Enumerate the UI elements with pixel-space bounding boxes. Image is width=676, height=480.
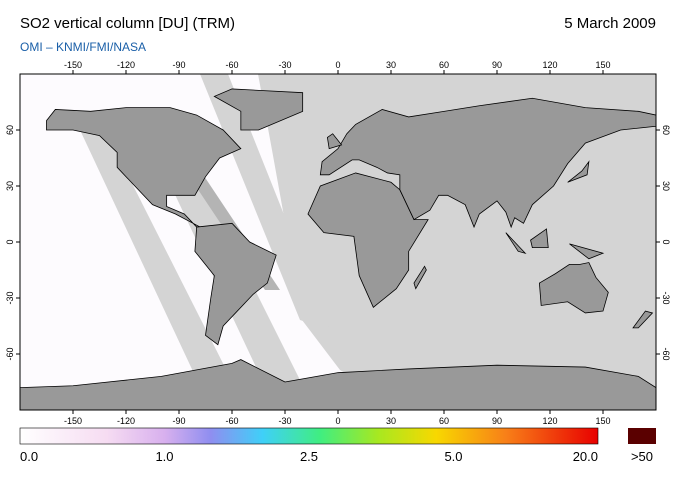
- lon-tick-label: 60: [439, 416, 449, 426]
- lat-tick-label: 30: [661, 181, 671, 191]
- colorbar-label: 2.5: [300, 449, 318, 464]
- continent: [413, 265, 427, 290]
- lat-tick-label: -60: [5, 347, 15, 360]
- continent: [567, 160, 590, 183]
- lat-tick-label: -30: [5, 291, 15, 304]
- lon-tick-label: -120: [117, 416, 135, 426]
- lon-tick-label: -150: [64, 416, 82, 426]
- continent: [326, 133, 343, 150]
- lon-tick-label: 60: [439, 60, 449, 70]
- continent: [569, 243, 605, 260]
- source: OMI – KNMI/FMI/NASA: [20, 40, 146, 54]
- continent: [632, 310, 654, 329]
- swath-gap: [200, 74, 330, 330]
- lon-tick-label: 120: [542, 60, 557, 70]
- lon-tick-label: 0: [335, 416, 340, 426]
- colorbar-label: 5.0: [444, 449, 462, 464]
- lon-tick-label: 90: [492, 416, 502, 426]
- lon-tick-label: -30: [278, 416, 291, 426]
- lon-tick-label: -60: [225, 416, 238, 426]
- lat-tick-label: 0: [661, 239, 671, 244]
- lon-tick-label: 150: [595, 416, 610, 426]
- lon-tick-label: -90: [172, 60, 185, 70]
- continent: [46, 107, 242, 228]
- date: 5 March 2009: [564, 15, 656, 32]
- lon-tick-label: 90: [492, 60, 502, 70]
- lat-tick-label: 0: [5, 239, 15, 244]
- lon-tick-label: 30: [386, 416, 396, 426]
- lon-tick-label: 120: [542, 416, 557, 426]
- continent: [319, 97, 656, 229]
- continent: [538, 262, 609, 314]
- lon-tick-label: -60: [225, 60, 238, 70]
- colorbar-overflow-label: >50: [631, 449, 653, 464]
- lon-tick-label: -90: [172, 416, 185, 426]
- continent: [20, 359, 656, 410]
- continent: [530, 228, 549, 249]
- lon-tick-label: -150: [64, 60, 82, 70]
- continent: [307, 172, 429, 308]
- map: [20, 74, 656, 410]
- land: [20, 88, 656, 410]
- continent: [213, 88, 304, 131]
- lat-tick-label: 30: [5, 181, 15, 191]
- colorbar-label: 20.0: [573, 449, 598, 464]
- continent: [194, 222, 277, 346]
- lat-tick-label: 60: [5, 125, 15, 135]
- lat-tick-label: 60: [661, 125, 671, 135]
- colorbar-overflow: [628, 428, 656, 444]
- lat-tick-label: -60: [661, 347, 671, 360]
- continent: [505, 232, 527, 254]
- colorbar-label: 0.0: [20, 449, 38, 464]
- swath-gap: [80, 130, 240, 397]
- title: SO2 vertical column [DU] (TRM): [20, 15, 235, 32]
- colorbar: [19, 427, 599, 445]
- lon-tick-label: -30: [278, 60, 291, 70]
- ticks: -150 -150 -120 -120 -90 -90 -60 -60 -30 -30 0 0 30 30…: [5, 60, 671, 426]
- lon-tick-label: 30: [386, 60, 396, 70]
- colorbar-labels: 0.0 1.0 2.5 5.0 20.0: [20, 449, 598, 464]
- lon-tick-label: 0: [335, 60, 340, 70]
- colorbar-label: 1.0: [155, 449, 173, 464]
- lat-tick-label: -30: [661, 291, 671, 304]
- lon-tick-label: 150: [595, 60, 610, 70]
- lon-tick-label: -120: [117, 60, 135, 70]
